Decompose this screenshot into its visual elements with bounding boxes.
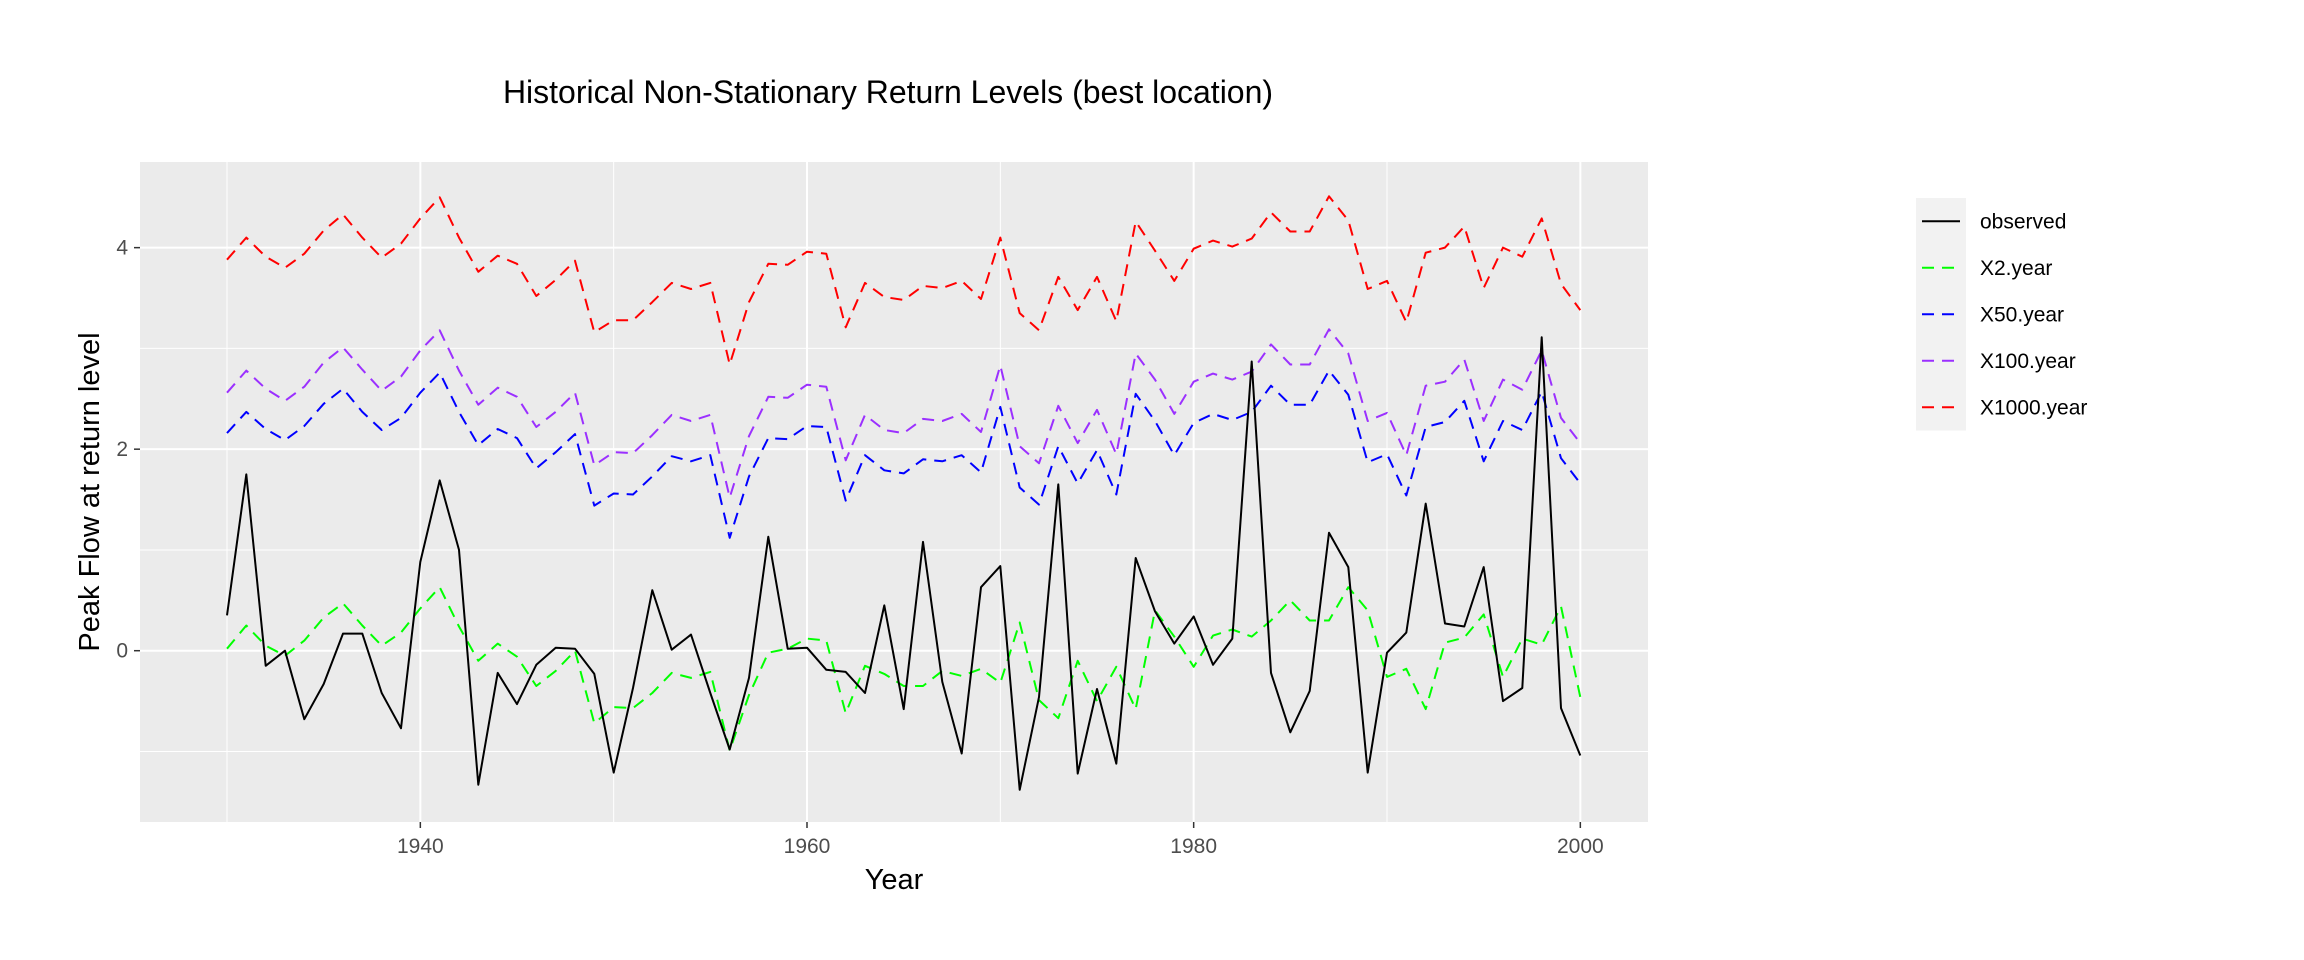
series-line-x100-year: [226, 328, 1582, 499]
series-line-x2-year: [226, 586, 1582, 752]
y-axis-label: Peak Flow at return level: [74, 332, 106, 651]
legend-label-0: observed: [1980, 210, 2066, 233]
chart-title: Historical Non-Stationary Return Levels …: [503, 74, 1273, 110]
x-tick-label-3: 2000: [1557, 835, 1604, 858]
y-tick-label-1: 2: [116, 438, 128, 461]
x-tick-label-0: 1940: [397, 835, 444, 858]
series-line-x1000-year: [226, 195, 1582, 366]
series-line-observed: [226, 336, 1582, 791]
legend-label-3: X100.year: [1980, 350, 2076, 373]
x-axis-ticks: 1940 1960 1980 2000: [397, 822, 1604, 858]
y-axis-ticks: 0 2 4: [116, 237, 140, 663]
data-series: [226, 195, 1582, 791]
x-axis-label: Year: [865, 864, 924, 896]
plot-panel: [140, 162, 1648, 822]
legend-label-2: X50.year: [1980, 303, 2064, 326]
series-line-x50-year: [226, 369, 1582, 539]
legend-label-1: X2.year: [1980, 257, 2052, 280]
y-tick-label-2: 4: [116, 237, 128, 260]
grid-lines: [140, 162, 1648, 822]
x-tick-label-1: 1960: [784, 835, 831, 858]
y-tick-label-0: 0: [116, 640, 128, 663]
legend-label-4: X1000.year: [1980, 396, 2087, 419]
x-tick-label-2: 1980: [1170, 835, 1217, 858]
legend: observed X2.year X50.year X100.year X1000.ye…: [1916, 198, 2087, 431]
